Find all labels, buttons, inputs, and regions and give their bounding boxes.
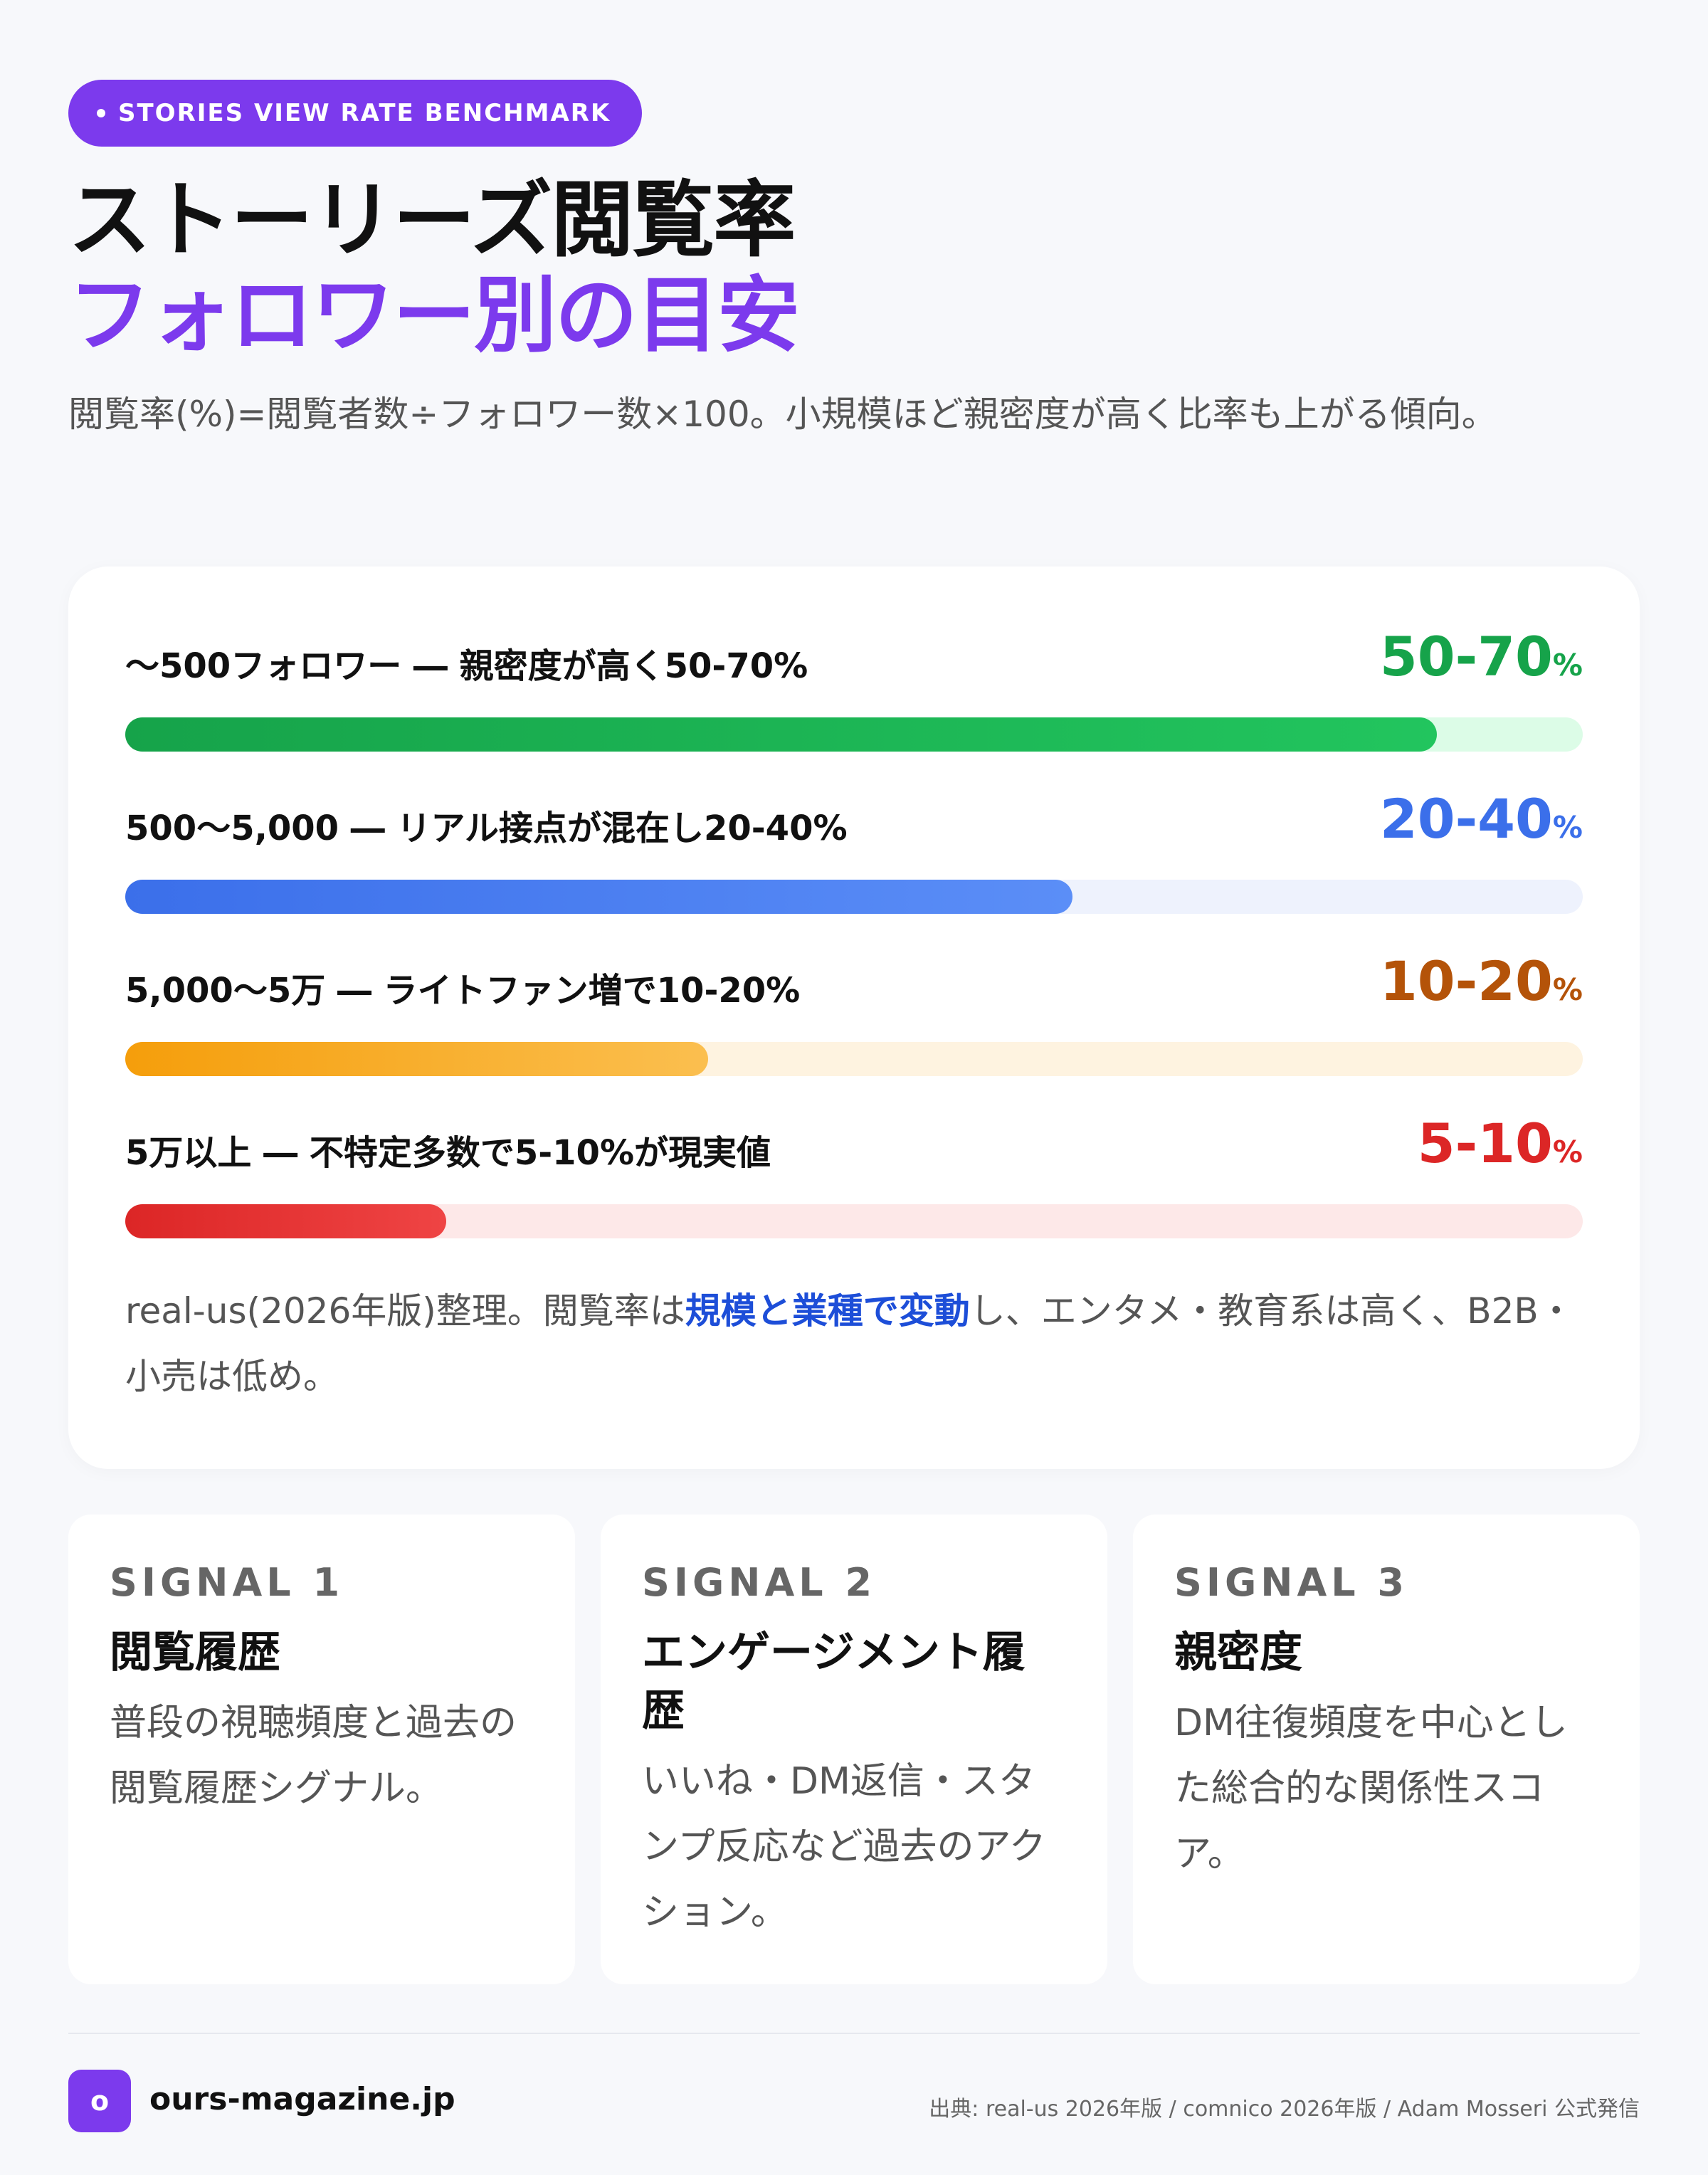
benchmark-value-number: 5-10 [1418,1112,1553,1175]
signal-title: エンゲージメント履歴 [642,1623,1066,1740]
bullet-dot-icon [97,109,105,117]
benchmark-row: 5万以上 ― 不特定多数で5-10%が現実値 5-10% [125,1053,1583,1216]
benchmark-value-unit: % [1553,648,1583,683]
benchmark-value: 20-40% [1380,787,1583,850]
source-credit: 出典: real-us 2026年版 / comnico 2026年版 / Ad… [929,2091,1640,2122]
benchmark-value: 50-70% [1380,625,1583,688]
benchmark-value: 5-10% [1418,1112,1583,1175]
page-subtitle: 閲覧率(%)=閲覧者数÷フォロワー数×100。小規模ほど親密度が高く比率も上がる… [68,381,1598,447]
signal-title: 親密度 [1174,1623,1598,1682]
benchmark-value-unit: % [1553,810,1583,845]
signal-card-1: SIGNAL 1 閲覧履歴 普段の視聴頻度と過去の閲覧履歴シグナル。 [68,1515,575,1984]
brand-logo-icon: o [68,2070,131,2132]
signal-description: いいね・DM返信・スタンプ反応など過去のアクション。 [642,1749,1066,1945]
pill-label: STORIES VIEW RATE BENCHMARK [118,99,611,127]
benchmark-value-unit: % [1553,972,1583,1007]
benchmark-list: 〜500フォロワー ― 親密度が高く50-70% 50-70% 500〜5,000 … [125,567,1583,1216]
signal-description: DM往復頻度を中心とした総合的な関係性スコア。 [1174,1690,1598,1887]
benchmark-label: 〜500フォロワー ― 親密度が高く50-70% [125,638,808,688]
infographic-page: STORIES VIEW RATE BENCHMARK ストーリーズ閲覧率 フォ… [68,80,1640,447]
benchmark-row: 〜500フォロワー ― 親密度が高く50-70% 50-70% [125,567,1583,729]
benchmark-bar-track [125,1204,1583,1238]
benchmark-value-number: 50-70 [1380,625,1553,688]
benchmark-value: 10-20% [1380,949,1583,1013]
signal-kicker: SIGNAL 2 [642,1560,1066,1605]
header-pill-badge: STORIES VIEW RATE BENCHMARK [68,80,642,147]
footer-divider [68,2033,1640,2034]
site-name: ours-magazine.jp [149,2081,455,2117]
note-highlight: 規模と業種で変動 [685,1290,970,1332]
footer: o ours-magazine.jp 出典: real-us 2026年版 / … [68,2070,1640,2134]
benchmark-value-number: 20-40 [1380,787,1553,850]
benchmark-label: 500〜5,000 ― リアル接点が混在し20-40% [125,800,848,850]
benchmark-value-unit: % [1553,1134,1583,1169]
note-text: real-us(2026年版)整理。閲覧率は [125,1290,685,1332]
benchmark-label: 5,000〜5万 ― ライトファン増で10-20% [125,962,800,1012]
benchmark-card: 〜500フォロワー ― 親密度が高く50-70% 50-70% 500〜5,000 … [68,567,1640,1469]
signal-card-3: SIGNAL 3 親密度 DM往復頻度を中心とした総合的な関係性スコア。 [1133,1515,1640,1984]
signal-cards: SIGNAL 1 閲覧履歴 普段の視聴頻度と過去の閲覧履歴シグナル。 SIGNA… [68,1515,1640,1984]
benchmark-bar-fill [125,1204,446,1238]
signal-kicker: SIGNAL 3 [1174,1560,1598,1605]
signal-card-2: SIGNAL 2 エンゲージメント履歴 いいね・DM返信・スタンプ反応など過去の… [601,1515,1107,1984]
benchmark-note: real-us(2026年版)整理。閲覧率は規模と業種で変動し、エンタメ・教育系… [125,1278,1577,1409]
page-title-accent: フォロワー別の目安 [68,266,1640,366]
page-title: ストーリーズ閲覧率 [68,175,1640,266]
benchmark-row: 5,000〜5万 ― ライトファン増で10-20% 10-20% [125,891,1583,1053]
signal-kicker: SIGNAL 1 [110,1560,534,1605]
benchmark-value-number: 10-20 [1380,949,1553,1013]
benchmark-row: 500〜5,000 ― リアル接点が混在し20-40% 20-40% [125,729,1583,891]
signal-title: 閲覧履歴 [110,1623,534,1682]
signal-description: 普段の視聴頻度と過去の閲覧履歴シグナル。 [110,1690,534,1821]
benchmark-label: 5万以上 ― 不特定多数で5-10%が現実値 [125,1125,771,1174]
